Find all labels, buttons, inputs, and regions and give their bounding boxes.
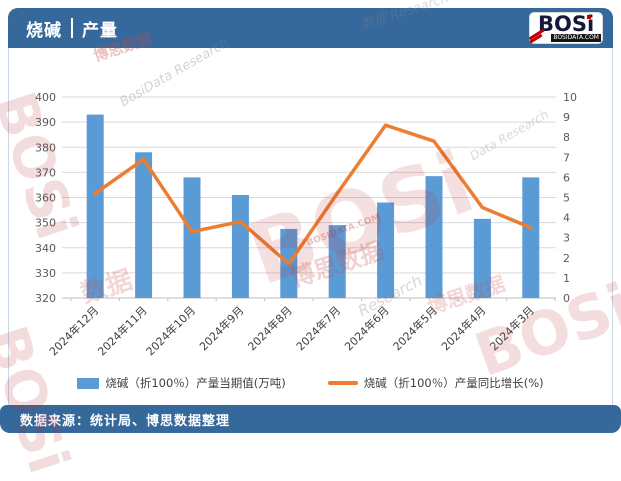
bosi-logo-dot-icon: [587, 15, 591, 19]
title-left: 烧碱: [26, 20, 62, 41]
right-axis-tick: 8: [563, 131, 570, 144]
footer-bar: 数据来源：统计局、博思数据整理: [0, 405, 621, 433]
x-axis-label: 2024年11月: [95, 303, 150, 358]
bar-2024年5月: [425, 176, 443, 298]
bar-2024年12月: [86, 114, 104, 299]
bar-2024年3月: [522, 177, 540, 298]
left-axis-tick: 320: [35, 292, 56, 305]
page-title: 烧碱 产量: [8, 16, 118, 41]
bar-2024年9月: [231, 194, 249, 298]
chart-legend: 烧碱（折100％）产量当期值(万吨) 烧碱（折100％）产量同比增长(%): [0, 373, 621, 393]
x-axis-label: 2024年10月: [143, 303, 198, 358]
right-axis-tick: 5: [563, 192, 570, 205]
legend-bar-label: 烧碱（折100％）产量当期值(万吨): [105, 376, 286, 390]
left-axis-tick: 340: [35, 242, 56, 255]
bar-2024年4月: [473, 218, 491, 298]
legend-item-bar: 烧碱（折100％）产量当期值(万吨): [77, 375, 286, 391]
header-bar: 烧碱 产量 BOSi BOSIDATA.COM: [8, 8, 613, 48]
bosi-logo: BOSi BOSIDATA.COM: [529, 12, 603, 44]
x-axis-label: 2024年9月: [196, 303, 246, 353]
left-axis-tick: 330: [35, 267, 56, 280]
right-axis-tick: 1: [563, 272, 570, 285]
left-axis-tick: 380: [35, 141, 56, 154]
bosi-logo-text: BOSi: [538, 12, 595, 36]
x-axis-label: 2024年7月: [293, 303, 343, 353]
combo-chart: 320 330 340 350 360 370 380 390 400 0 1 2 3 4 5 6 7 8 9 10 2…: [35, 91, 577, 358]
left-axis-tick: 360: [35, 192, 56, 205]
right-axis-tick: 10: [563, 91, 577, 104]
legend-line-swatch: [327, 381, 358, 385]
legend-bar-swatch: [77, 377, 100, 389]
growth-line: [93, 123, 533, 266]
legend-item-line: 烧碱（折100％）产量同比增长(%): [327, 375, 544, 391]
x-axis-label: 2024年5月: [390, 303, 440, 353]
right-axis-tick: 3: [563, 232, 570, 245]
bar-2024年7月: [328, 225, 346, 298]
left-axis-tick: 390: [35, 116, 56, 129]
right-axis-tick: 7: [563, 151, 570, 164]
right-axis-tick: 6: [563, 171, 570, 184]
legend-line-label: 烧碱（折100％）产量同比增长(%): [363, 376, 544, 390]
bar-2024年11月: [135, 152, 153, 298]
bosi-logo-subtext: BOSIDATA.COM: [551, 34, 601, 42]
x-axis-label: 2024年4月: [438, 303, 488, 353]
data-source-text: 数据来源：统计局、博思数据整理: [20, 413, 231, 429]
title-right: 产量: [82, 20, 118, 41]
bar-2024年6月: [377, 202, 395, 298]
title-divider-line: [71, 18, 73, 38]
x-axis-label: 2024年8月: [245, 303, 295, 353]
right-axis-tick: 9: [563, 111, 570, 124]
left-axis-tick: 370: [35, 166, 56, 179]
bar-2024年10月: [183, 177, 201, 298]
chart-card: 烧碱 产量 BOSi BOSIDATA.COM: [8, 8, 613, 406]
x-axis-label: 2024年12月: [46, 303, 101, 358]
x-axis-label: 2024年6月: [342, 303, 392, 353]
x-axis-label: 2024年3月: [487, 303, 537, 353]
right-axis-tick: 2: [563, 252, 570, 265]
right-axis-tick: 0: [563, 292, 570, 305]
right-axis-tick: 4: [563, 212, 570, 225]
left-axis-tick: 350: [35, 217, 56, 230]
left-axis-tick: 400: [35, 91, 56, 104]
